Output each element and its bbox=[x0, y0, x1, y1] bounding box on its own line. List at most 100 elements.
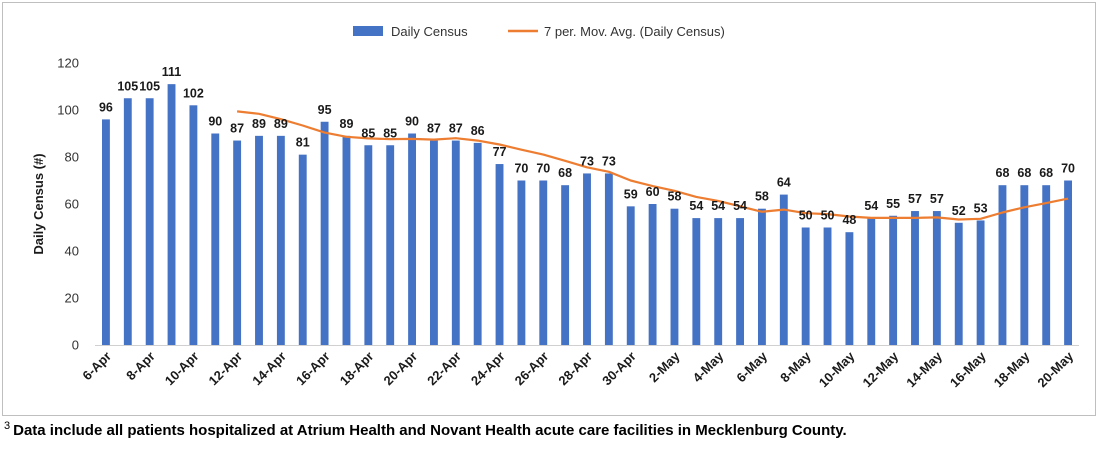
data-label: 52 bbox=[952, 204, 966, 218]
y-tick-label: 120 bbox=[57, 56, 79, 71]
data-label: 73 bbox=[580, 154, 594, 168]
bar bbox=[255, 135, 263, 345]
bar bbox=[823, 227, 832, 345]
y-tick-label: 100 bbox=[57, 103, 79, 118]
data-label: 58 bbox=[668, 190, 682, 204]
data-label: 87 bbox=[230, 122, 244, 136]
bar bbox=[779, 194, 788, 345]
bar bbox=[101, 119, 110, 346]
data-label: 85 bbox=[383, 126, 397, 140]
bar bbox=[604, 173, 613, 345]
data-label: 73 bbox=[602, 154, 616, 168]
bar bbox=[364, 145, 373, 345]
data-label: 55 bbox=[886, 197, 900, 211]
legend-bar-swatch bbox=[353, 26, 383, 36]
x-tick-label: 18-Apr bbox=[337, 349, 377, 389]
bar bbox=[189, 105, 198, 345]
bar bbox=[451, 140, 460, 345]
x-tick-label: 20-May bbox=[1034, 348, 1076, 390]
data-label: 77 bbox=[493, 145, 507, 159]
x-tick-label: 16-Apr bbox=[293, 349, 333, 389]
bar bbox=[1042, 185, 1051, 345]
data-label: 87 bbox=[427, 122, 441, 136]
bar bbox=[757, 208, 766, 345]
data-label: 54 bbox=[711, 199, 725, 213]
bar bbox=[233, 140, 242, 345]
bar bbox=[429, 140, 438, 345]
footnote: 3 Data include all patients hospitalized … bbox=[4, 420, 847, 439]
x-tick-label: 28-Apr bbox=[555, 349, 595, 389]
y-tick-label: 20 bbox=[65, 291, 79, 306]
bar bbox=[736, 218, 745, 345]
data-label: 60 bbox=[646, 185, 660, 199]
bar bbox=[517, 180, 526, 345]
data-label: 53 bbox=[974, 201, 988, 215]
y-tick-label: 80 bbox=[65, 150, 79, 165]
data-label: 70 bbox=[514, 162, 528, 176]
data-label: 68 bbox=[1039, 166, 1053, 180]
y-tick-label: 60 bbox=[65, 197, 79, 212]
bar bbox=[911, 211, 919, 345]
data-label: 48 bbox=[842, 213, 856, 227]
data-label: 89 bbox=[340, 117, 354, 131]
bar bbox=[801, 227, 810, 345]
bar bbox=[867, 218, 876, 345]
x-tick-label: 10-May bbox=[816, 348, 858, 390]
bar bbox=[845, 232, 854, 345]
bar bbox=[998, 185, 1007, 345]
x-tick-label: 24-Apr bbox=[468, 349, 508, 389]
moving-average-line bbox=[236, 110, 1069, 221]
bar bbox=[342, 135, 351, 345]
bar bbox=[976, 220, 985, 345]
data-label: 86 bbox=[471, 124, 485, 138]
bar bbox=[648, 204, 657, 345]
x-tick-label: 26-Apr bbox=[512, 349, 552, 389]
bar bbox=[145, 98, 154, 345]
data-label: 68 bbox=[558, 166, 572, 180]
x-tick-label: 16-May bbox=[947, 348, 989, 390]
x-tick-label: 12-Apr bbox=[206, 349, 246, 389]
data-label: 89 bbox=[252, 117, 266, 131]
bar bbox=[583, 173, 591, 345]
data-label: 54 bbox=[864, 199, 878, 213]
data-label: 54 bbox=[689, 199, 703, 213]
data-label: 96 bbox=[99, 100, 113, 114]
data-label: 50 bbox=[821, 209, 835, 223]
bar bbox=[298, 154, 307, 345]
bar bbox=[276, 135, 285, 345]
legend-bar-label: Daily Census bbox=[391, 24, 468, 39]
data-label: 89 bbox=[274, 117, 288, 131]
bar bbox=[561, 185, 570, 345]
data-label: 54 bbox=[733, 199, 747, 213]
bar bbox=[123, 98, 132, 345]
x-tick-label: 20-Apr bbox=[380, 349, 420, 389]
data-label: 68 bbox=[1017, 166, 1031, 180]
y-tick-label: 0 bbox=[72, 338, 79, 353]
bar bbox=[320, 121, 329, 345]
data-label: 105 bbox=[117, 79, 138, 93]
chart-frame: 0 20 40 60 80 100 120 Daily Census (#) 96 105 105 1… bbox=[2, 2, 1096, 416]
footnote-marker: 3 bbox=[4, 420, 11, 432]
x-tick-label: 14-Apr bbox=[249, 349, 289, 389]
y-axis-title: Daily Census (#) bbox=[31, 153, 46, 254]
data-label: 85 bbox=[361, 126, 375, 140]
x-tick-label: 30-Apr bbox=[599, 349, 639, 389]
bar bbox=[626, 206, 635, 345]
bar bbox=[954, 222, 963, 345]
data-label: 50 bbox=[799, 209, 813, 223]
data-label: 70 bbox=[1061, 162, 1075, 176]
x-tick-label: 6-Apr bbox=[79, 349, 114, 384]
bar bbox=[692, 218, 701, 345]
bar bbox=[386, 145, 395, 345]
bar bbox=[670, 208, 679, 345]
x-tick-label: 12-May bbox=[859, 348, 901, 390]
x-tick-label: 8-Apr bbox=[123, 349, 158, 384]
bar bbox=[714, 218, 723, 345]
x-tick-label: 14-May bbox=[903, 348, 945, 390]
footnote-text: Data include all patients hospitalized a… bbox=[13, 422, 847, 439]
x-tick-label: 22-Apr bbox=[424, 349, 464, 389]
bar bbox=[539, 180, 548, 345]
data-label: 64 bbox=[777, 176, 791, 190]
bar bbox=[211, 133, 220, 345]
